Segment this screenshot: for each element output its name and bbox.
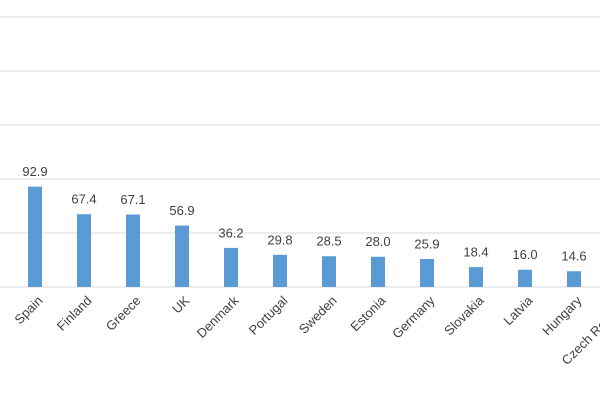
bar: [567, 271, 581, 287]
bar: [77, 214, 91, 287]
value-label: 18.4: [463, 245, 488, 260]
bar: [420, 259, 434, 287]
x-tick-label: Hungary: [539, 293, 585, 339]
bar: [175, 225, 189, 287]
x-tick-label: UK: [169, 293, 193, 317]
x-tick-label: Denmark: [194, 293, 242, 341]
x-tick-label: Portugal: [246, 293, 291, 338]
value-label: 25.9: [414, 236, 439, 251]
value-label: 56.9: [169, 203, 194, 218]
bar: [273, 254, 287, 287]
x-tick-label: Spain: [11, 293, 45, 327]
bar: [518, 269, 532, 287]
value-label: 67.4: [71, 192, 96, 207]
value-label: 92.9: [22, 164, 47, 179]
bar: [126, 214, 140, 287]
value-label: 67.1: [120, 192, 145, 207]
bar: [322, 256, 336, 287]
bar: [28, 186, 42, 287]
x-tick-label: Germany: [389, 293, 438, 342]
x-tick-label: Latvia: [500, 292, 536, 328]
x-tick-label: Greece: [103, 293, 144, 334]
x-tick-label: Sweden: [296, 293, 340, 337]
value-label: 28.5: [316, 234, 341, 249]
x-tick-label: Slovakia: [441, 292, 487, 338]
bar: [224, 247, 238, 287]
bar: [469, 267, 483, 287]
value-label: 28.0: [365, 234, 390, 249]
value-label: 14.6: [561, 249, 586, 264]
bar: [371, 256, 385, 287]
value-label: 29.8: [267, 232, 292, 247]
value-label: 36.2: [218, 225, 243, 240]
value-label: 16.0: [512, 247, 537, 262]
x-tick-label: Finland: [54, 293, 95, 334]
x-tick-label: Estonia: [347, 292, 389, 334]
